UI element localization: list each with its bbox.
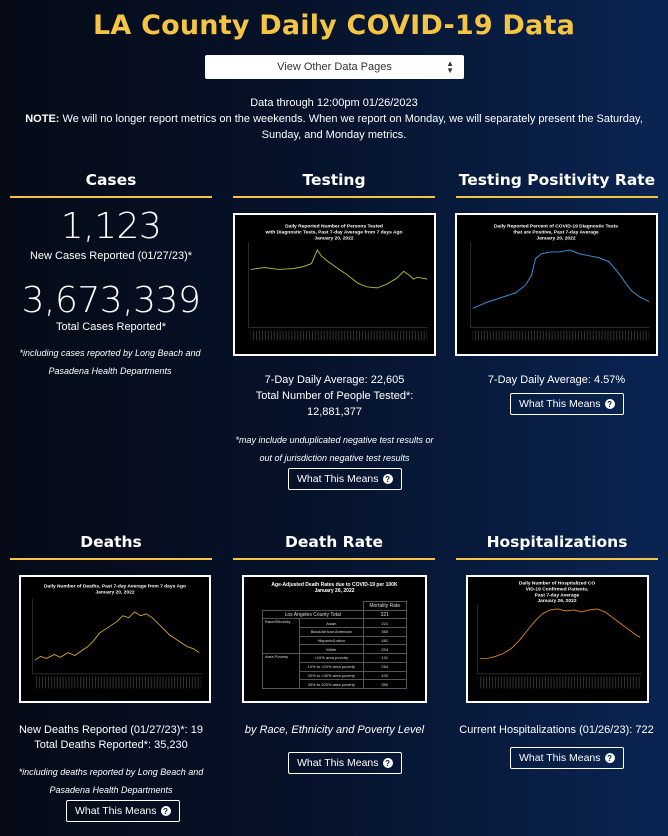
total-row-label: Los Angeles County Total xyxy=(262,609,364,620)
row-label: 30% to 100% area poverty xyxy=(299,679,364,689)
hosp-trend-line xyxy=(479,608,641,659)
question-circle-icon: ? xyxy=(382,474,393,484)
death-rate-caption: by Race, Ethnicity and Poverty Level xyxy=(244,724,425,736)
row-value: 264 xyxy=(362,661,407,672)
death-rate-table-title: Age-Adjusted Death Rates due to COVID-19… xyxy=(244,582,425,594)
row-value: 350 xyxy=(362,679,407,689)
current-hospitalizations: Current Hospitalizations (01/26/23): 722 xyxy=(459,724,654,736)
total-cases-value: 3,673,339 xyxy=(21,280,201,321)
row-label: Hispanic/Latino xyxy=(299,635,364,646)
positivity-button-label: What This Means xyxy=(519,398,601,410)
row-label: Asian xyxy=(299,618,364,629)
testing-chart-title-2: with Diagnostic Tests, Past 7-day Averag… xyxy=(264,229,402,235)
hosp-chart-title-2: VID-19 Confirmed Patients, xyxy=(526,587,589,593)
testing-chart-title-1: Daily Reported Number of Persons Tested xyxy=(285,224,383,230)
deaths-chart-svg: Daily Number of Deaths, Past 7-day Avera… xyxy=(32,584,204,689)
hosp-chart-title-3: Past 7-day Average xyxy=(535,592,580,598)
positivity-trend-line xyxy=(472,249,650,309)
group-race: Race/Ethnicity xyxy=(261,618,301,655)
row-label: 10% to <20% area poverty xyxy=(299,661,364,672)
hospitalizations-chart: Daily Number of Hospitalized CO VID-19 C… xyxy=(466,575,649,703)
testing-axis-ticks xyxy=(250,330,428,341)
positivity-what-this-means-button[interactable]: What This Means ? xyxy=(510,393,624,415)
info-block: Data through 12:00pm 01/26/2023 NOTE: We… xyxy=(0,95,668,143)
positivity-heading: Testing Positivity Rate xyxy=(456,171,658,198)
question-circle-icon: ? xyxy=(604,753,615,763)
row-value: 131 xyxy=(362,653,407,663)
page-title: LA County Daily COVID-19 Data xyxy=(93,10,575,41)
row-label: White xyxy=(299,644,364,655)
hospitalizations-chart-svg: Daily Number of Hospitalized CO VID-19 C… xyxy=(477,581,643,689)
cases-heading: Cases xyxy=(10,171,212,198)
positivity-chart-title-3: January 20, 2022 xyxy=(536,235,575,241)
hosp-chart-title-1: Daily Number of Hospitalized CO xyxy=(519,581,595,587)
hospitalizations-button-label: What This Means xyxy=(519,752,601,764)
row-value: 365 xyxy=(362,627,407,637)
testing-chart-svg: Daily Reported Number of Persons Tested … xyxy=(248,224,428,341)
positivity-chart-title-1: Daily Reported Percent of COVID-19 Diagn… xyxy=(494,224,618,230)
data-pages-select[interactable]: View Other Data Pages ▲ ▼ xyxy=(205,55,464,79)
group-poverty: Area Poverty xyxy=(261,653,301,689)
testing-what-this-means-button[interactable]: What This Means ? xyxy=(288,468,402,490)
cases-footnote: *including cases reported by Long Beach … xyxy=(19,348,201,376)
death-rate-button-label: What This Means xyxy=(297,757,379,769)
data-through: Data through 12:00pm 01/26/2023 xyxy=(250,97,418,109)
testing-average: 7-Day Daily Average: 22,605 xyxy=(264,374,405,386)
col-header: Mortality Rate xyxy=(362,601,407,611)
deaths-trend-line xyxy=(34,611,200,661)
row-label: Black/African American xyxy=(299,627,364,637)
deaths-what-this-means-button[interactable]: What This Means ? xyxy=(66,800,180,822)
up-down-caret-icon: ▲ ▼ xyxy=(446,59,454,75)
testing-footnote: *may include unduplicated negative test … xyxy=(235,435,434,463)
note-text: We will no longer report metrics on the … xyxy=(59,113,643,141)
positivity-chart-title-2: that are Positive, Past 7-day Average xyxy=(513,229,599,235)
row-value: 221 xyxy=(362,618,407,629)
death-rate-title-2: January 26, 2022 xyxy=(314,588,355,594)
death-rate-title-1: Age-Adjusted Death Rates due to COVID-19… xyxy=(271,582,398,588)
death-rate-heading: Death Rate xyxy=(233,533,435,560)
testing-chart-title-3: January 20, 2022 xyxy=(314,235,353,241)
deaths-heading: Deaths xyxy=(10,533,212,560)
total-cases-label: Total Cases Reported* xyxy=(55,321,167,333)
row-value: 430 xyxy=(362,670,407,681)
positivity-chart: Daily Reported Percent of COVID-19 Diagn… xyxy=(455,213,658,356)
new-deaths: New Deaths Reported (01/27/23)*: 19 xyxy=(18,724,204,736)
deaths-chart: Daily Number of Deaths, Past 7-day Avera… xyxy=(19,575,211,703)
row-value: 204 xyxy=(362,644,407,655)
new-cases-value: 1,123 xyxy=(60,206,162,247)
row-value: 481 xyxy=(362,635,407,646)
note-label: NOTE: xyxy=(25,113,60,125)
testing-total-label: Total Number of People Tested*: xyxy=(255,390,414,402)
deaths-chart-title-1: Daily Number of Deaths, Past 7-day Avera… xyxy=(44,584,186,590)
positivity-chart-svg: Daily Reported Percent of COVID-19 Diagn… xyxy=(470,224,650,341)
deaths-chart-title-2: January 20, 2022 xyxy=(95,589,134,595)
death-rate-table-image: Age-Adjusted Death Rates due to COVID-19… xyxy=(242,575,427,703)
question-circle-icon: ? xyxy=(382,758,393,768)
hospitalizations-heading: Hospitalizations xyxy=(456,533,658,560)
question-circle-icon: ? xyxy=(604,399,615,409)
death-rate-table: Mortality Rate Los Angeles County Total … xyxy=(261,601,407,689)
positivity-average: 7-Day Daily Average: 4.57% xyxy=(487,374,626,386)
testing-chart: Daily Reported Number of Persons Tested … xyxy=(233,213,436,356)
testing-trend-line xyxy=(250,248,428,289)
total-deaths: Total Deaths Reported*: 35,230 xyxy=(34,739,188,751)
new-cases-label: New Cases Reported (01/27/23)* xyxy=(29,250,193,262)
testing-button-label: What This Means xyxy=(297,473,379,485)
testing-total-value: 12,881,377 xyxy=(306,406,363,418)
testing-heading: Testing xyxy=(233,171,435,198)
hospitalizations-what-this-means-button[interactable]: What This Means ? xyxy=(510,747,624,769)
question-circle-icon: ? xyxy=(160,806,171,816)
deaths-button-label: What This Means xyxy=(75,805,157,817)
row-label: 20% to <30% area poverty xyxy=(299,670,364,681)
deaths-footnote: *including deaths reported by Long Beach… xyxy=(18,767,204,795)
select-label: View Other Data Pages xyxy=(277,61,392,73)
death-rate-what-this-means-button[interactable]: What This Means ? xyxy=(288,752,402,774)
weekend-note: NOTE: We will no longer report metrics o… xyxy=(14,111,654,143)
hosp-chart-title-4: January 26, 2022 xyxy=(537,598,576,604)
total-row-value: 321 xyxy=(362,609,407,620)
row-label: <10% area poverty xyxy=(299,653,364,663)
